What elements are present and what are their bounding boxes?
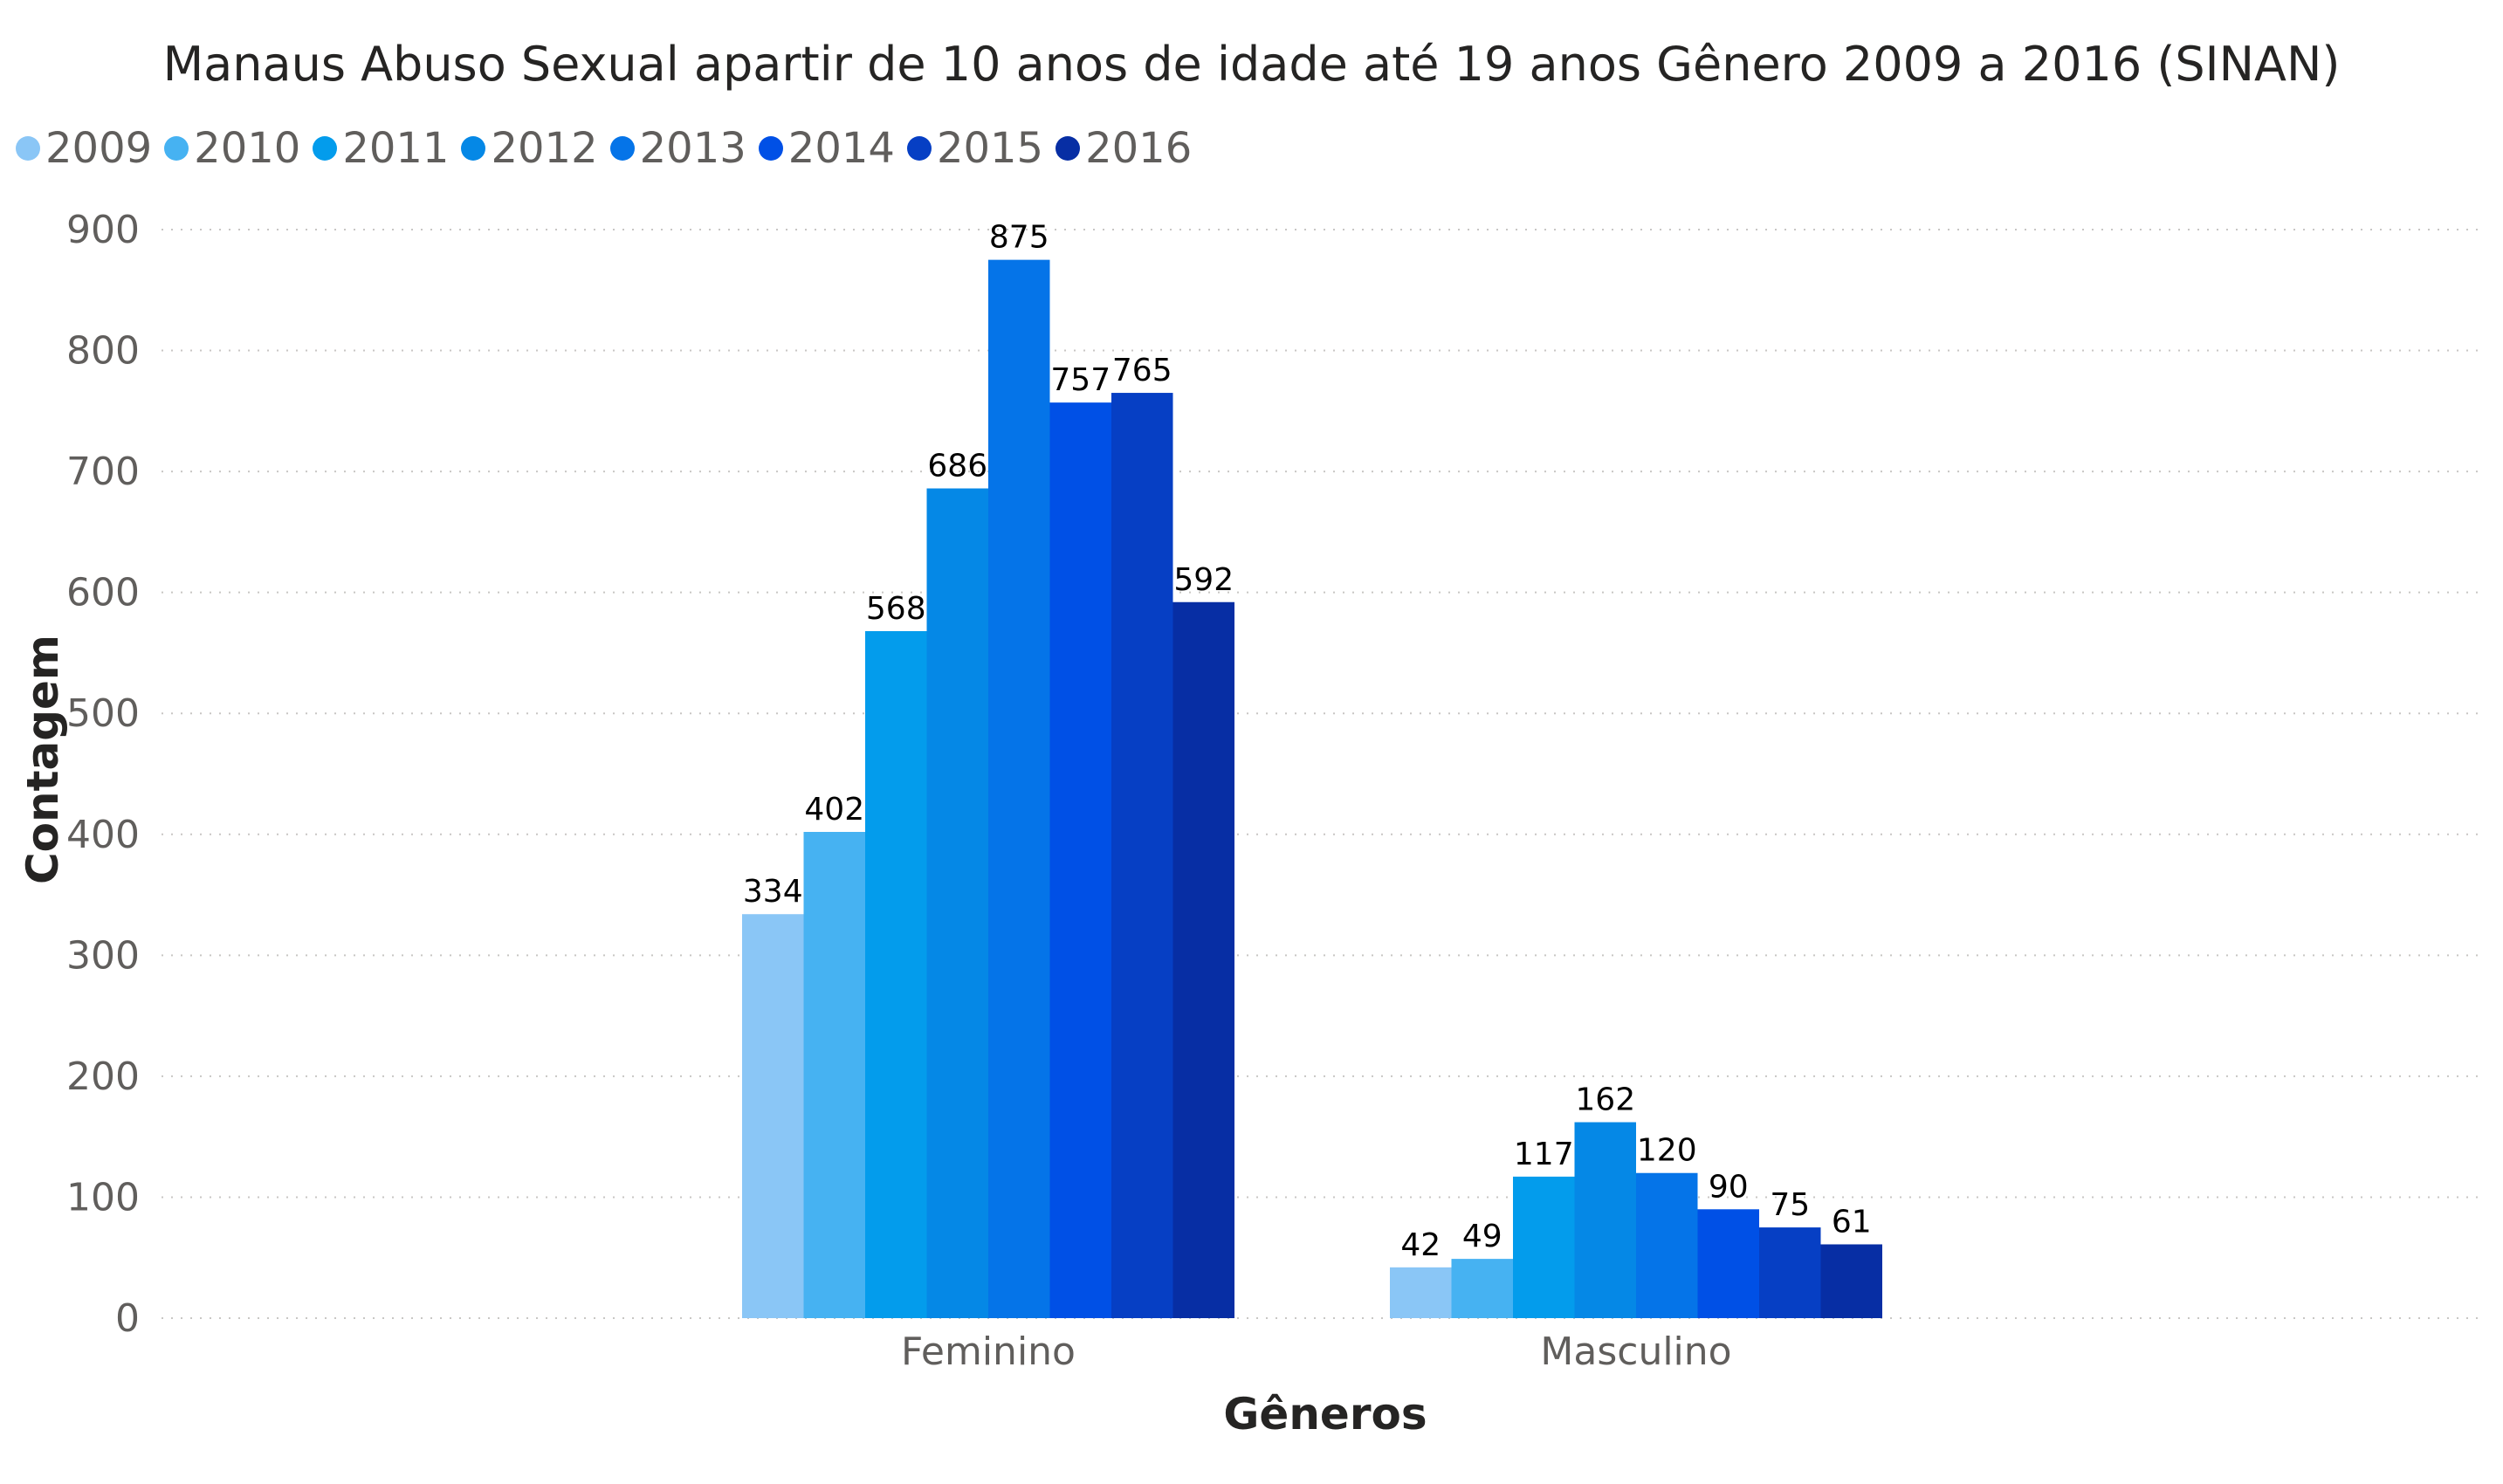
x-tick-label: Masculino	[1540, 1329, 1731, 1374]
x-axis-title: Gêneros	[1223, 1389, 1427, 1439]
legend-marker	[461, 136, 486, 161]
y-tick-label: 900	[66, 208, 140, 252]
gridlines	[162, 229, 2484, 1319]
bar-masculino-2009[interactable]	[1390, 1267, 1452, 1318]
legend-marker	[16, 136, 40, 161]
legend-label: 2015	[936, 124, 1044, 173]
legend-marker	[609, 136, 635, 161]
legend-label: 2013	[639, 124, 746, 173]
bar-feminino-2013[interactable]	[988, 259, 1050, 1318]
legend-label: 2012	[491, 124, 598, 173]
bar-feminino-2015[interactable]	[1111, 393, 1173, 1318]
bar-masculino-2016[interactable]	[1820, 1244, 1883, 1318]
data-label: 49	[1462, 1219, 1502, 1254]
data-label: 757	[1050, 362, 1111, 398]
x-tick-label: Feminino	[901, 1329, 1076, 1374]
bar-feminino-2012[interactable]	[926, 488, 989, 1318]
y-tick-label: 700	[66, 450, 140, 494]
legend-item-2014[interactable]: 2014	[758, 124, 895, 173]
legend-item-2016[interactable]: 2016	[1056, 124, 1192, 173]
legend-item-2012[interactable]: 2012	[461, 124, 598, 173]
y-tick-label: 800	[66, 329, 140, 374]
legend-item-2013[interactable]: 2013	[609, 124, 746, 173]
legend-label: 2011	[342, 124, 450, 173]
legend-item-2010[interactable]: 2010	[164, 124, 300, 173]
data-label: 90	[1709, 1169, 1749, 1205]
data-label: 568	[866, 591, 926, 627]
bar-feminino-2009[interactable]	[742, 914, 804, 1318]
data-label: 334	[743, 874, 803, 910]
legend-label: 2014	[787, 124, 895, 173]
bars	[742, 259, 1883, 1319]
data-label: 120	[1637, 1133, 1697, 1169]
data-label: 75	[1770, 1187, 1810, 1223]
legend-marker	[758, 136, 783, 161]
bar-masculino-2015[interactable]	[1759, 1227, 1821, 1318]
legend-item-2009[interactable]: 2009	[16, 124, 152, 173]
legend-marker	[1056, 136, 1081, 161]
data-label: 875	[989, 220, 1049, 256]
bar-masculino-2012[interactable]	[1574, 1122, 1637, 1318]
legend-item-2015[interactable]: 2015	[906, 124, 1044, 173]
chart-title: Manaus Abuso Sexual apartir de 10 anos d…	[162, 37, 2341, 92]
legend-label: 2009	[45, 124, 153, 173]
data-label: 162	[1575, 1082, 1635, 1118]
data-label: 42	[1400, 1227, 1441, 1263]
bar-feminino-2014[interactable]	[1049, 402, 1112, 1319]
y-axis: 0 100 200 300 400 500 600 700 800 900	[66, 208, 140, 1341]
legend-label: 2010	[194, 124, 301, 173]
legend-marker	[313, 136, 338, 161]
bar-feminino-2010[interactable]	[803, 832, 866, 1318]
x-axis: Feminino Masculino	[901, 1329, 1732, 1374]
legend: 2009 2010 2011 2012 2013 2014 2015 2016	[16, 122, 1204, 175]
data-label: 686	[927, 449, 987, 484]
bar-masculino-2014[interactable]	[1697, 1209, 1760, 1318]
legend-marker	[906, 136, 932, 161]
y-axis-title: Contagem	[17, 635, 68, 884]
y-tick-label: 500	[66, 691, 140, 736]
data-label: 61	[1832, 1204, 1872, 1240]
data-label: 402	[804, 792, 864, 828]
y-tick-label: 0	[115, 1296, 140, 1341]
y-tick-label: 200	[66, 1055, 140, 1099]
legend-label: 2016	[1085, 124, 1193, 173]
data-label: 592	[1173, 562, 1234, 598]
bar-feminino-2011[interactable]	[865, 631, 927, 1318]
bar-feminino-2016[interactable]	[1172, 601, 1235, 1318]
bar-masculino-2013[interactable]	[1636, 1172, 1698, 1318]
y-tick-label: 600	[66, 571, 140, 615]
y-tick-label: 400	[66, 813, 140, 857]
y-tick-label: 300	[66, 933, 140, 978]
y-tick-label: 100	[66, 1175, 140, 1219]
legend-marker	[164, 136, 189, 161]
bar-masculino-2011[interactable]	[1513, 1176, 1575, 1318]
data-label: 765	[1112, 353, 1172, 388]
bar-masculino-2010[interactable]	[1451, 1259, 1514, 1318]
data-label: 117	[1514, 1137, 1574, 1172]
legend-item-2011[interactable]: 2011	[313, 124, 449, 173]
